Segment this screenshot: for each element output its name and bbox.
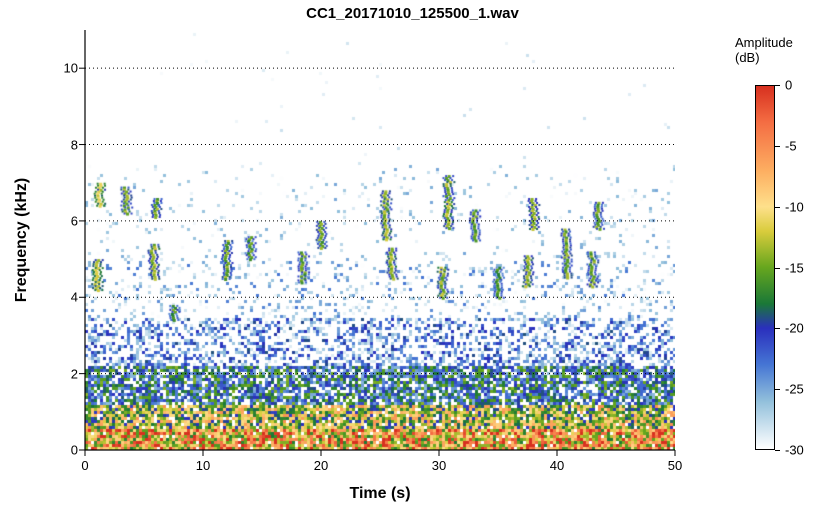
- colorbar-tick: [775, 146, 780, 147]
- spectrogram-canvas: [85, 30, 675, 450]
- x-axis-label: Time (s): [85, 485, 675, 503]
- x-tick-label: 0: [81, 458, 88, 473]
- colorbar-tick: [775, 389, 780, 390]
- colorbar-tick-label: -15: [785, 260, 804, 275]
- y-tick-label: 10: [64, 61, 78, 76]
- colorbar-title: Amplitude (dB): [735, 35, 815, 65]
- colorbar-tick: [775, 207, 780, 208]
- x-tick-label: 20: [314, 458, 328, 473]
- plot-title: CC1_20171010_125500_1.wav: [0, 5, 825, 22]
- colorbar-tick-label: -20: [785, 321, 804, 336]
- colorbar-tick-label: -25: [785, 382, 804, 397]
- colorbar: [755, 85, 775, 450]
- plot-area: [85, 30, 675, 450]
- y-tick-label: 2: [71, 366, 78, 381]
- colorbar-tick: [775, 268, 780, 269]
- colorbar-tick: [775, 328, 780, 329]
- y-tick-label: 0: [71, 443, 78, 458]
- x-tick-label: 30: [432, 458, 446, 473]
- spectrogram-figure: CC1_20171010_125500_1.wav Frequency (kHz…: [0, 0, 825, 526]
- colorbar-tick-label: 0: [785, 78, 792, 93]
- y-axis-label: Frequency (kHz): [10, 30, 35, 450]
- colorbar-tick: [775, 450, 780, 451]
- y-tick-label: 4: [71, 290, 78, 305]
- y-tick-label: 6: [71, 213, 78, 228]
- colorbar-tick-label: -5: [785, 138, 797, 153]
- y-tick-label: 8: [71, 137, 78, 152]
- x-tick-label: 40: [550, 458, 564, 473]
- colorbar-tick-label: -10: [785, 199, 804, 214]
- x-tick-label: 10: [196, 458, 210, 473]
- colorbar-tick: [775, 85, 780, 86]
- x-tick-label: 50: [668, 458, 682, 473]
- colorbar-tick-label: -30: [785, 443, 804, 458]
